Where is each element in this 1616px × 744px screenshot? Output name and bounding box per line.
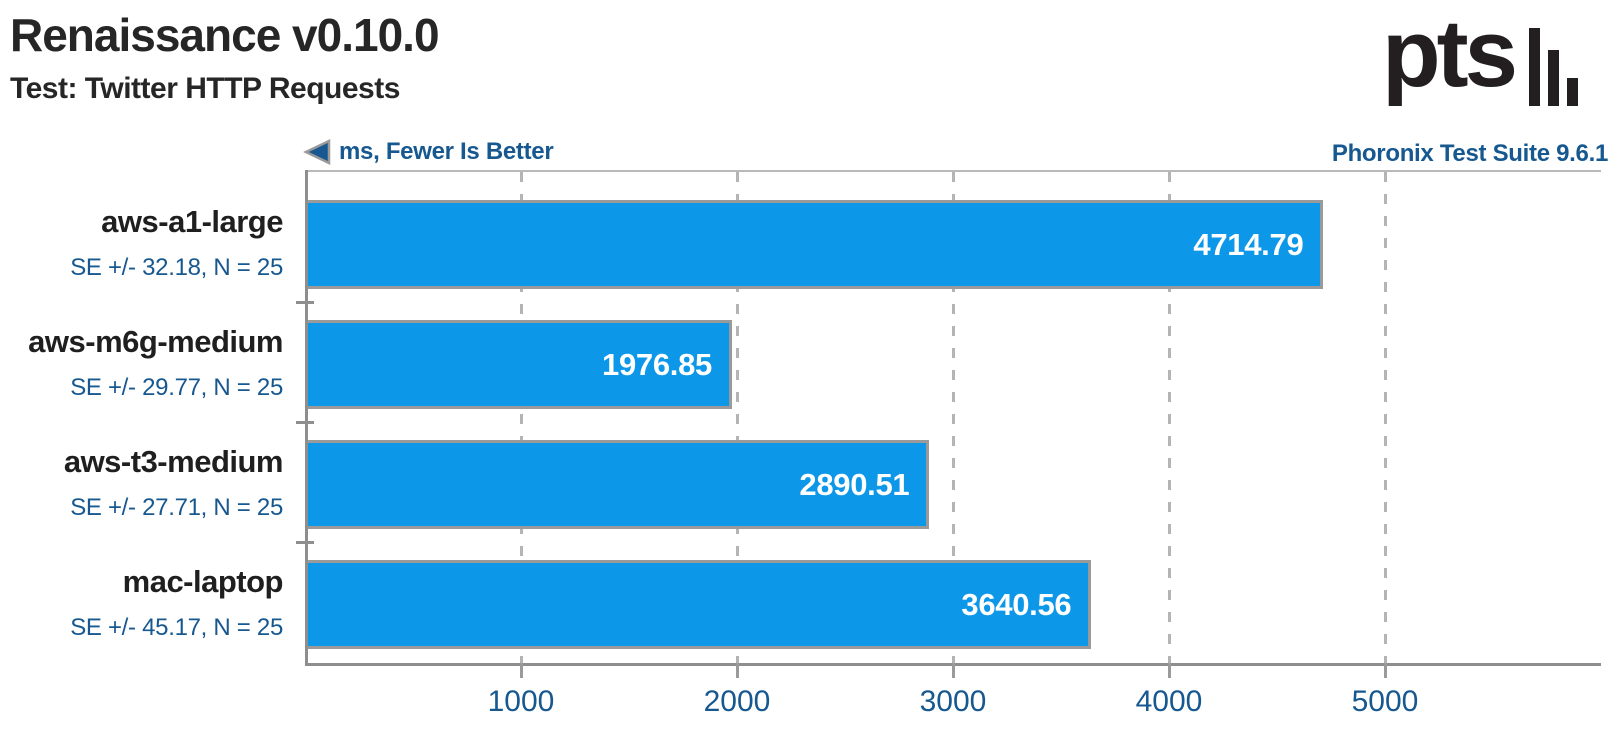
logo-bar-short xyxy=(1567,78,1578,106)
x-axis-tick-label-1000: 1000 xyxy=(487,685,555,718)
category-label-aws-a1-large: aws-a1-large xyxy=(101,204,283,239)
bar-mac-laptop: 3640.56 xyxy=(305,560,1092,649)
y-axis-row-tick-2 xyxy=(296,421,314,424)
x-axis-tick-5000 xyxy=(1384,663,1387,678)
bar-row-aws-m6g-medium: 1976.85 xyxy=(305,303,1601,423)
y-axis-row-tick-1 xyxy=(296,301,314,304)
x-axis-tick-1000 xyxy=(520,663,523,678)
pts-logo-icon: pts xyxy=(1386,6,1578,107)
x-axis-tick-4000 xyxy=(1168,663,1171,678)
logo-bar-tall xyxy=(1529,28,1540,106)
gridline-3000 xyxy=(952,172,955,663)
gridline-4000 xyxy=(1168,172,1171,663)
category-block-aws-m6g-medium: aws-m6g-medium SE +/- 29.77, N = 25 xyxy=(0,303,293,423)
y-axis-row-tick-3 xyxy=(296,541,314,544)
bar-value-aws-t3-medium: 2890.51 xyxy=(799,466,910,502)
gridline-5000 xyxy=(1384,172,1387,663)
category-labels: aws-a1-large SE +/- 32.18, N = 25 aws-m6g-… xyxy=(0,170,293,663)
category-block-aws-a1-large: aws-a1-large SE +/- 32.18, N = 25 xyxy=(0,183,293,303)
se-label-aws-a1-large: SE +/- 32.18, N = 25 xyxy=(70,254,283,281)
bar-value-aws-a1-large: 4714.79 xyxy=(1193,226,1304,262)
gridline-1000 xyxy=(520,172,523,663)
se-label-aws-m6g-medium: SE +/- 29.77, N = 25 xyxy=(70,374,283,401)
gridline-2000 xyxy=(736,172,739,663)
category-label-aws-t3-medium: aws-t3-medium xyxy=(63,444,284,479)
bar-row-mac-laptop: 3640.56 xyxy=(305,543,1601,663)
unit-note: ms, Fewer Is Better xyxy=(303,138,554,166)
x-axis-tick-3000 xyxy=(952,663,955,678)
category-label-aws-m6g-medium: aws-m6g-medium xyxy=(28,324,283,359)
bar-row-aws-a1-large: 4714.79 xyxy=(305,183,1601,303)
se-label-aws-t3-medium: SE +/- 27.71, N = 25 xyxy=(70,494,283,521)
category-block-mac-laptop: mac-laptop SE +/- 45.17, N = 25 xyxy=(0,543,293,663)
logo-bar-medium xyxy=(1548,50,1559,106)
x-axis-tick-label-5000: 5000 xyxy=(1351,685,1419,718)
unit-note-label: ms, Fewer Is Better xyxy=(339,138,554,165)
x-axis-tick-label-2000: 2000 xyxy=(703,685,771,718)
suite-version-label: Phoronix Test Suite 9.6.1 xyxy=(1331,140,1608,167)
bar-aws-t3-medium: 2890.51 xyxy=(305,440,930,529)
x-axis-tick-label-3000: 3000 xyxy=(919,685,987,718)
pts-logo-text: pts xyxy=(1386,6,1515,107)
category-block-aws-t3-medium: aws-t3-medium SE +/- 27.71, N = 25 xyxy=(0,423,293,543)
category-label-mac-laptop: mac-laptop xyxy=(122,564,284,599)
bar-value-aws-m6g-medium: 1976.85 xyxy=(602,346,712,382)
plot-area: 4714.79 1976.85 2890.51 3640.56 1000 2000 300… xyxy=(296,170,1601,718)
page-subtitle: Test: Twitter HTTP Requests xyxy=(10,72,400,105)
bar-aws-m6g-medium: 1976.85 xyxy=(305,320,732,409)
bar-aws-a1-large: 4714.79 xyxy=(305,200,1324,289)
page-title: Renaissance v0.10.0 xyxy=(10,9,440,61)
bar-row-aws-t3-medium: 2890.51 xyxy=(305,423,1601,543)
x-axis-tick-2000 xyxy=(736,663,739,678)
x-axis-tick-label-4000: 4000 xyxy=(1135,685,1203,718)
bar-value-mac-laptop: 3640.56 xyxy=(961,586,1072,622)
left-arrow-icon xyxy=(303,139,331,165)
se-label-mac-laptop: SE +/- 45.17, N = 25 xyxy=(70,614,283,641)
axis-y-line xyxy=(305,170,308,663)
axis-top-line xyxy=(305,170,1601,172)
